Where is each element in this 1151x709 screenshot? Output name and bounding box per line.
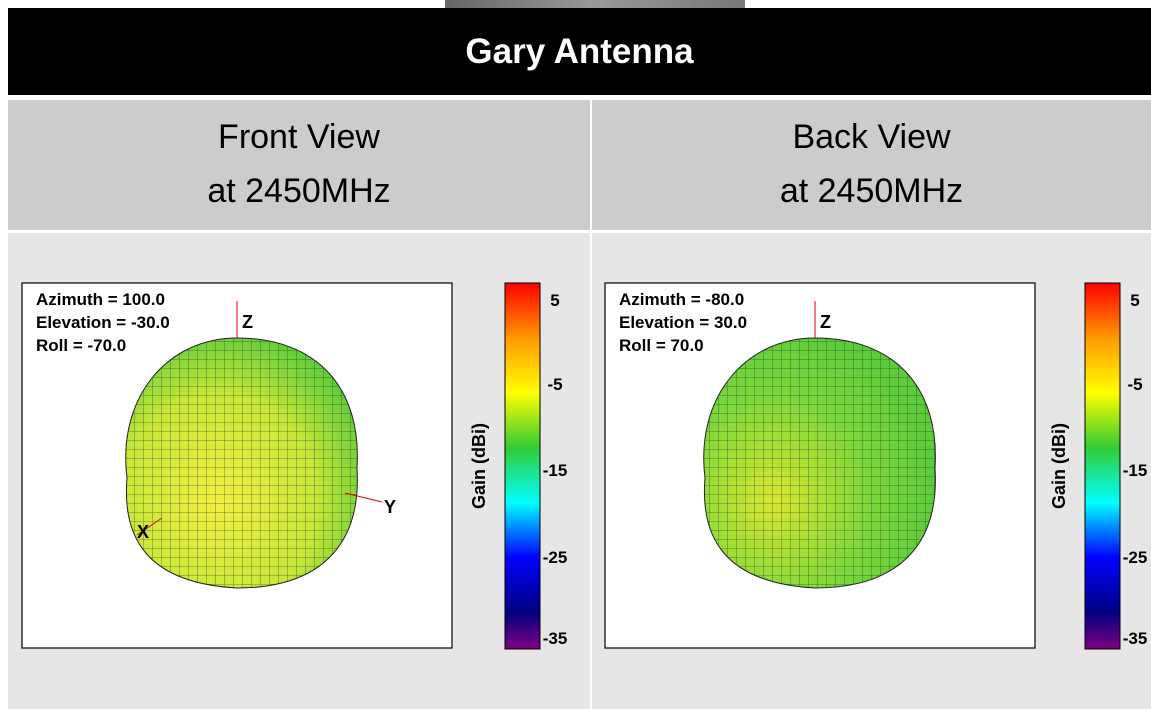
colorbar-tick: -35	[543, 629, 568, 648]
annotation: Roll = 70.0	[619, 336, 704, 355]
panel-body: Azimuth = 100.0 Elevation = -30.0 Roll = -…	[8, 233, 590, 709]
colorbar-tick: 5	[550, 291, 559, 310]
colorbar-tick: -15	[543, 461, 568, 480]
colorbar-tick: 5	[1130, 291, 1139, 310]
colorbar	[504, 282, 541, 650]
colorbar-tick: -35	[1123, 629, 1148, 648]
annotation: Azimuth = 100.0	[36, 290, 165, 309]
y-axis	[344, 492, 383, 503]
heading-line: at 2450MHz	[779, 172, 964, 211]
panel-heading: Front View at 2450MHz	[8, 100, 590, 230]
heading-line: at 2450MHz	[207, 172, 391, 211]
colorbar-tick: -5	[547, 375, 562, 394]
annotation: Roll = -70.0	[36, 336, 126, 355]
annotation: Elevation = -30.0	[36, 313, 170, 332]
axis-label: Y	[384, 497, 396, 517]
panel-body: Azimuth = -80.0 Elevation = 30.0 Roll = 70…	[592, 233, 1151, 709]
photo-strip	[445, 0, 745, 8]
colorbar-tick: -25	[543, 548, 568, 567]
colorbar-tick: -25	[1123, 548, 1148, 567]
colorbar-label: Gain (dBi)	[1049, 423, 1069, 509]
colorbar-label: Gain (dBi)	[469, 423, 489, 509]
mesh	[125, 338, 358, 588]
pattern-plot: Azimuth = 100.0 Elevation = -30.0 Roll = -…	[21, 282, 568, 650]
annotation: Elevation = 30.0	[619, 313, 747, 332]
panel: Back View at 2450MHz Azimuth = -80.0 Eleva…	[592, 100, 1151, 709]
axis-label: X	[137, 522, 149, 542]
heading-line: Front View	[218, 118, 380, 156]
axis-label: Z	[820, 312, 831, 332]
panel-heading: Back View at 2450MHz	[592, 100, 1151, 230]
header-title: Gary Antenna	[8, 8, 1151, 95]
pattern-plot: Azimuth = -80.0 Elevation = 30.0 Roll = 70…	[604, 282, 1148, 650]
annotation: Azimuth = -80.0	[619, 290, 744, 309]
heading-line: Back View	[792, 118, 951, 156]
colorbar-tick: -5	[1127, 375, 1142, 394]
panel: Front View at 2450MHz Azimuth = 100.0 Elev…	[8, 100, 590, 709]
mesh	[703, 338, 936, 588]
colorbar	[1084, 282, 1121, 650]
axis-label: Z	[242, 312, 253, 332]
x-axis	[136, 517, 163, 536]
colorbar-tick: -15	[1123, 461, 1148, 480]
